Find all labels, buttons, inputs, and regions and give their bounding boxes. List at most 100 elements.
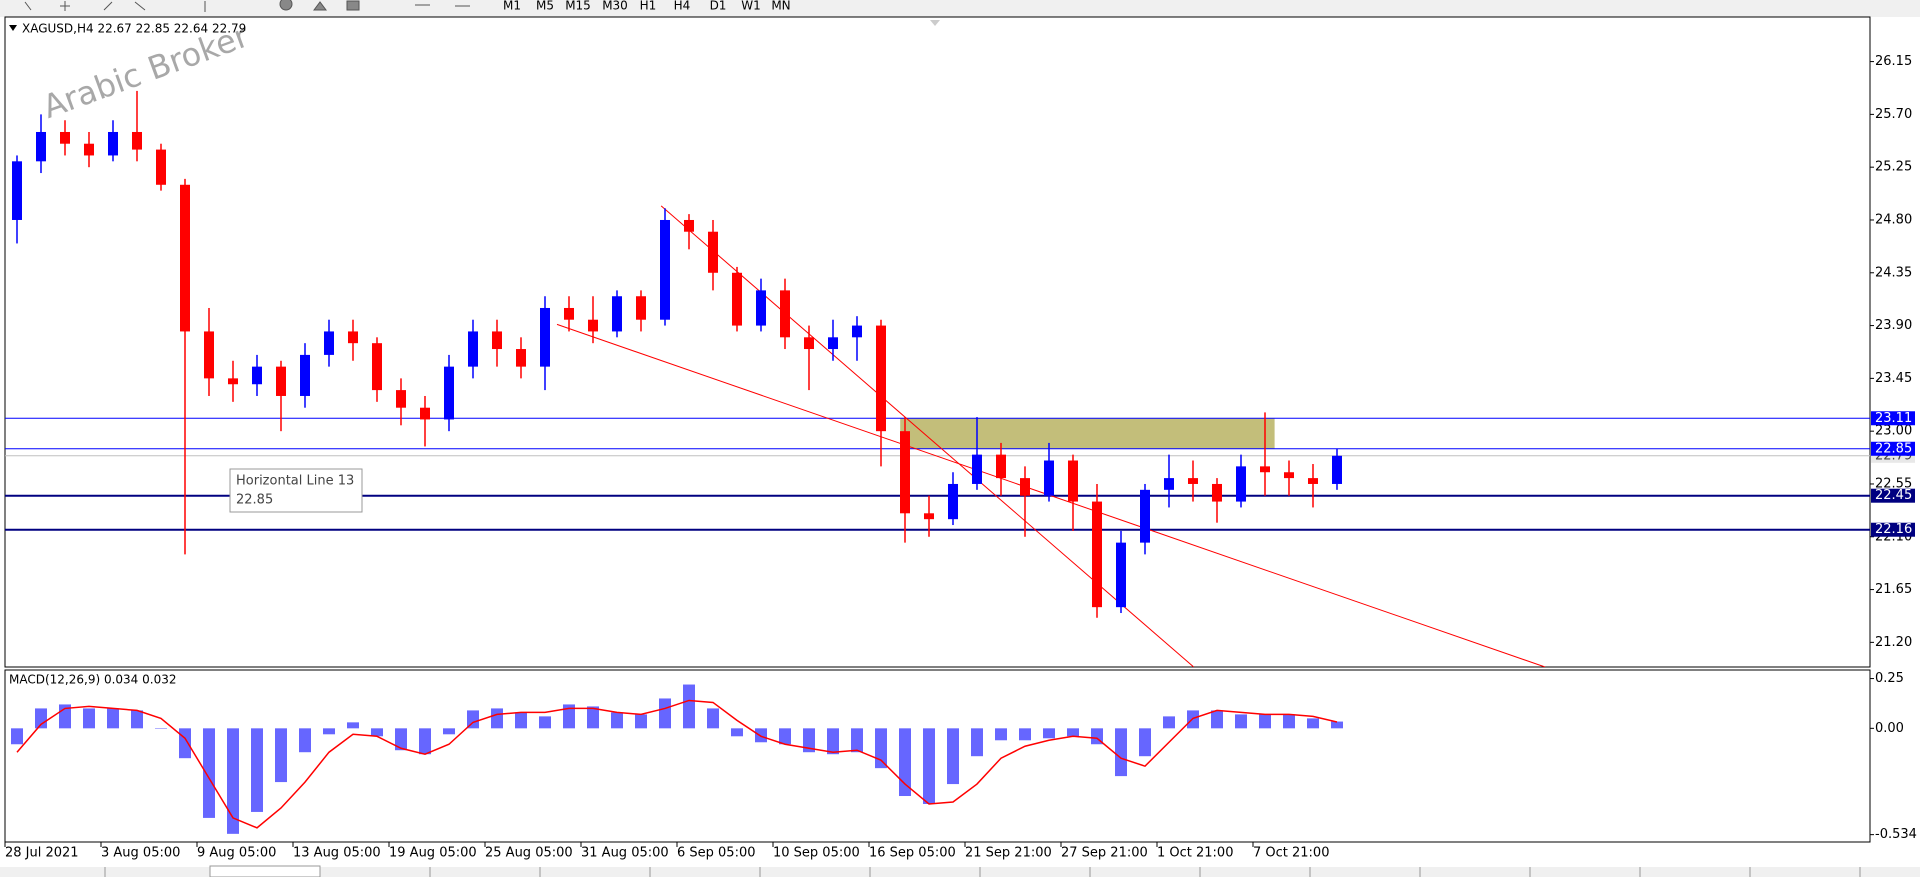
price-label: 22.16: [1875, 522, 1912, 537]
price-label-box: [1871, 441, 1915, 456]
y-tick-label: 26.15: [1875, 54, 1912, 69]
candle-body: [540, 307, 550, 367]
candle-body: [900, 431, 910, 514]
candle-body: [60, 131, 70, 144]
timeframe-button[interactable]: M15: [565, 0, 591, 13]
candle-body: [852, 325, 862, 338]
price-panel: [4, 16, 1871, 668]
histogram-bar: [347, 722, 359, 729]
histogram-bar: [203, 728, 215, 818]
histogram-bar: [683, 684, 695, 729]
candle-body: [924, 513, 934, 520]
histogram-bar: [995, 728, 1007, 741]
tooltip-box: [229, 468, 363, 513]
title-arrow: [9, 25, 17, 31]
candle-body: [972, 454, 982, 484]
x-tick-label: 19 Aug 05:00: [389, 846, 477, 861]
candle-body: [684, 219, 694, 232]
histogram-bar: [923, 728, 935, 804]
histogram-bar: [899, 728, 911, 797]
histogram-bar: [11, 728, 23, 745]
x-tick-label: 16 Sep 05:00: [869, 846, 956, 861]
timeframe-button[interactable]: M1: [503, 0, 521, 13]
histogram-bar: [395, 728, 407, 751]
y-tick-label: 23.45: [1875, 371, 1912, 386]
candle-body: [1020, 478, 1030, 496]
x-tick-label: 28 Jul 2021: [5, 846, 79, 861]
histogram-bar: [179, 728, 191, 759]
timeframe-button[interactable]: M30: [602, 0, 628, 13]
histogram-bar: [275, 728, 287, 783]
x-tick-label: 6 Sep 05:00: [677, 846, 756, 861]
y-tick-label: 22.55: [1875, 476, 1912, 491]
candle-body: [1140, 489, 1150, 543]
timeframe-button[interactable]: D1: [710, 0, 727, 13]
histogram-bar: [659, 698, 671, 729]
histogram-bar: [803, 728, 815, 753]
candle-body: [1212, 483, 1222, 502]
histogram-bar: [107, 708, 119, 729]
histogram-bar: [491, 708, 503, 729]
histogram-bar: [443, 728, 455, 735]
price-label-box: [1871, 488, 1915, 503]
price-label: 23.11: [1875, 411, 1912, 426]
y-tick-label: 21.20: [1875, 635, 1912, 650]
timeframe-button[interactable]: H4: [674, 0, 691, 13]
histogram-bar: [419, 728, 431, 755]
timeframe-button[interactable]: H1: [640, 0, 657, 13]
histogram-bar: [131, 710, 143, 729]
histogram-bar: [1259, 714, 1271, 729]
histogram-bar: [1235, 714, 1247, 729]
candle-body: [1260, 466, 1270, 473]
histogram-bar: [827, 728, 839, 755]
histogram-bar: [755, 728, 767, 743]
timeframe-button[interactable]: MN: [771, 0, 790, 13]
candle-body: [156, 149, 166, 185]
candle-body: [1188, 478, 1198, 484]
histogram-bar: [1043, 728, 1055, 739]
histogram-bar: [539, 716, 551, 729]
active-tab[interactable]: [209, 865, 321, 877]
price-label-box: [1871, 411, 1915, 426]
x-tick-label: 31 Aug 05:00: [581, 846, 669, 861]
price-label-box: [1871, 522, 1915, 537]
histogram-bar: [83, 708, 95, 729]
channel-line: [660, 205, 1195, 667]
tooltip-name: Horizontal Line 13: [236, 474, 354, 489]
histogram-bar: [563, 704, 575, 729]
price-label: 22.45: [1875, 488, 1912, 503]
supply-zone: [900, 418, 1275, 449]
chart-title: XAGUSD,H4 22.67 22.85 22.64 22.79: [22, 22, 246, 36]
x-tick-label: 1 Oct 21:00: [1157, 846, 1233, 861]
y-tick-label: 25.25: [1875, 160, 1912, 175]
candle-body: [564, 307, 574, 320]
histogram-bar: [875, 728, 887, 769]
candle-body: [1284, 472, 1294, 479]
candle-body: [636, 296, 646, 320]
histogram-bar: [1139, 728, 1151, 757]
histogram-bar: [251, 728, 263, 812]
candle-body: [1164, 478, 1174, 490]
candle-body: [1332, 455, 1342, 484]
candle-body: [1116, 542, 1126, 608]
x-tick-label: 21 Sep 21:00: [965, 846, 1052, 861]
y-tick-label: 0.00: [1875, 721, 1904, 736]
histogram-bar: [371, 728, 383, 737]
toolbar: [0, 0, 1920, 17]
histogram-bar: [1067, 728, 1079, 737]
timeframe-button[interactable]: M5: [536, 0, 554, 13]
timeframe-button[interactable]: W1: [741, 0, 761, 13]
candle-body: [108, 131, 118, 156]
candle-body: [1308, 478, 1318, 484]
candle-body: [876, 325, 886, 432]
y-tick-label: -0.534: [1875, 827, 1917, 842]
y-tick-label: 24.80: [1875, 212, 1912, 227]
histogram-bar: [1019, 728, 1031, 741]
x-tick-label: 7 Oct 21:00: [1253, 846, 1329, 861]
candle-body: [348, 331, 358, 344]
macd-panel: [4, 669, 1871, 843]
candle-body: [420, 407, 430, 420]
histogram-bar: [1331, 721, 1343, 729]
tooltip-price: 22.85: [236, 493, 273, 508]
